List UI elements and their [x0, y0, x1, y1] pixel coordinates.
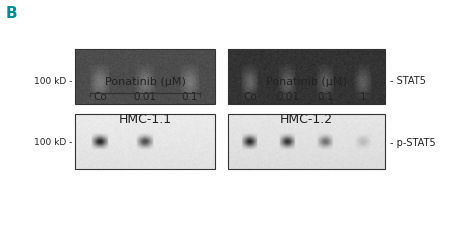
Text: 0.1: 0.1	[182, 92, 198, 101]
Text: - p-STAT5: - p-STAT5	[390, 137, 436, 147]
Text: Ponatinib (μM): Ponatinib (μM)	[266, 77, 347, 87]
Text: 0.01: 0.01	[276, 92, 299, 101]
Text: Co: Co	[93, 92, 107, 101]
Text: Ponatinib (μM): Ponatinib (μM)	[105, 77, 185, 87]
Bar	[228, 114, 385, 169]
Text: B: B	[6, 6, 18, 21]
Text: 1: 1	[360, 92, 366, 101]
Bar	[75, 50, 215, 105]
Text: 0.1: 0.1	[317, 92, 334, 101]
Text: 0.01: 0.01	[134, 92, 156, 101]
Text: 100 kD -: 100 kD -	[34, 137, 72, 146]
Text: HMC-1.1: HMC-1.1	[118, 112, 172, 125]
Text: HMC-1.2: HMC-1.2	[280, 112, 333, 125]
Text: - STAT5: - STAT5	[390, 76, 426, 86]
Bar	[228, 50, 385, 105]
Bar	[75, 114, 215, 169]
Text: Co: Co	[243, 92, 257, 101]
Text: 100 kD -: 100 kD -	[34, 77, 72, 86]
